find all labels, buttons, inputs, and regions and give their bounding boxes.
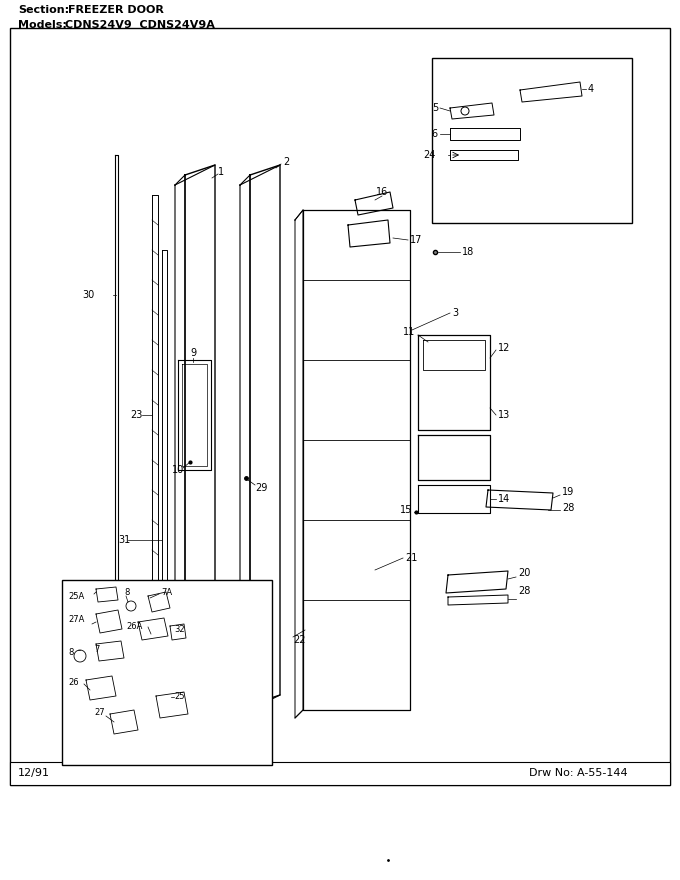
Text: 3: 3 — [452, 308, 458, 318]
Text: 32: 32 — [174, 625, 185, 634]
Text: 29: 29 — [255, 483, 267, 493]
Text: 15: 15 — [400, 505, 412, 515]
Text: 30: 30 — [82, 290, 95, 300]
Text: 28: 28 — [562, 503, 575, 513]
Text: 9: 9 — [190, 348, 196, 358]
Text: 25: 25 — [174, 692, 184, 700]
Text: 24: 24 — [424, 150, 436, 160]
Text: 20: 20 — [518, 568, 530, 578]
Text: 27A: 27A — [68, 614, 84, 624]
Text: 28: 28 — [518, 586, 530, 596]
Text: 1: 1 — [218, 167, 224, 177]
Text: 7: 7 — [94, 644, 99, 654]
Bar — [10, 762, 670, 785]
Bar — [10, 28, 670, 785]
Text: 21: 21 — [405, 553, 418, 563]
Text: CDNS24V9  CDNS24V9A: CDNS24V9 CDNS24V9A — [65, 20, 215, 30]
Text: 6: 6 — [432, 129, 438, 139]
Text: 18: 18 — [462, 247, 474, 257]
Bar — [432, 58, 632, 223]
Text: 25A: 25A — [68, 591, 84, 600]
Text: Section:: Section: — [18, 5, 69, 15]
Bar — [62, 580, 272, 765]
Text: 2: 2 — [283, 157, 289, 167]
Text: 17: 17 — [410, 235, 422, 245]
Text: 10: 10 — [172, 465, 184, 475]
Text: FREEZER DOOR: FREEZER DOOR — [68, 5, 164, 15]
Text: 27: 27 — [94, 708, 105, 716]
Text: 8: 8 — [124, 588, 129, 597]
Text: 13: 13 — [498, 410, 510, 420]
Text: 26: 26 — [68, 678, 79, 686]
Text: 31: 31 — [118, 535, 131, 545]
Text: 19: 19 — [562, 487, 574, 497]
Text: 26A: 26A — [126, 621, 142, 630]
Text: 7A: 7A — [161, 588, 172, 597]
Text: 14: 14 — [498, 494, 510, 504]
Text: 22: 22 — [293, 635, 305, 645]
Text: Drw No: A-55-144: Drw No: A-55-144 — [529, 768, 628, 778]
Text: 4: 4 — [588, 84, 594, 94]
Text: 5: 5 — [432, 103, 438, 113]
Text: 12: 12 — [498, 343, 511, 353]
Text: Models:: Models: — [18, 20, 67, 30]
Text: 16: 16 — [376, 187, 388, 197]
Text: 23: 23 — [130, 410, 142, 420]
Text: 12/91: 12/91 — [18, 768, 50, 778]
Text: 8: 8 — [68, 648, 73, 656]
Text: 11: 11 — [403, 327, 415, 337]
